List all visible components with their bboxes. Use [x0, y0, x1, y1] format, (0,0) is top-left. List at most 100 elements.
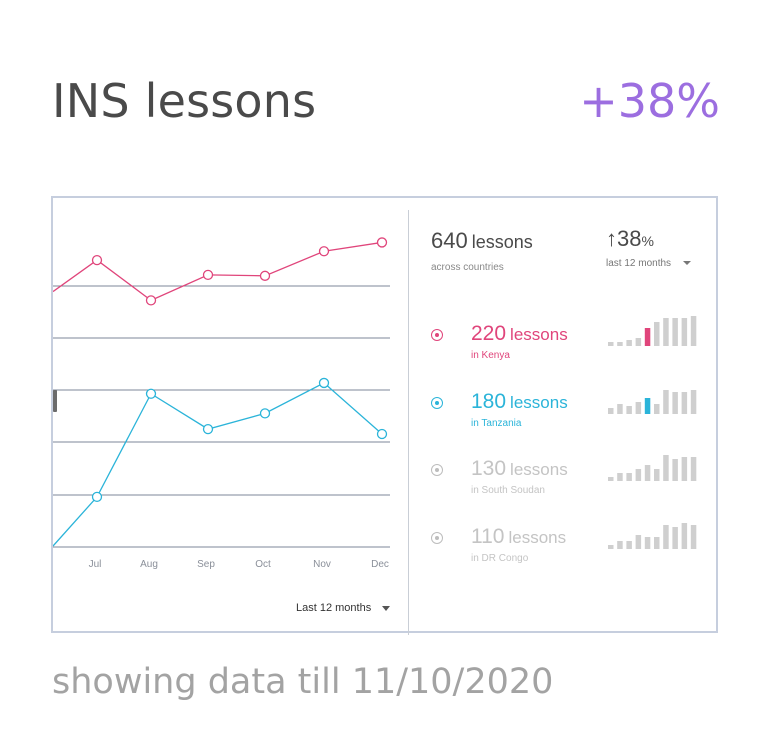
- sparkline-bar: [626, 340, 632, 346]
- radio-icon[interactable]: [431, 532, 443, 544]
- sparkline-bars: [608, 390, 697, 414]
- stats-card: Jul Aug Sep Oct Nov Dec Last 12 months 640 les…: [51, 196, 721, 635]
- sparkline-bar: [672, 318, 678, 346]
- data-point[interactable]: [91, 254, 103, 266]
- country-name: in Tanzania: [471, 418, 522, 429]
- radio-icon[interactable]: [431, 397, 443, 409]
- country-name: in DR Congo: [471, 553, 529, 564]
- sparkline-bars: [608, 316, 697, 346]
- x-tick-label: Oct: [255, 559, 271, 570]
- sparkline-bar: [690, 525, 697, 549]
- country-lessons: 130 lessons: [471, 457, 568, 481]
- sparkline-bar: [654, 469, 660, 481]
- sparkline-bar: [608, 477, 614, 481]
- sparkline-bar: [608, 545, 614, 549]
- footer-note: showing data till 11/10/2020: [52, 662, 554, 702]
- sparkline-bar: [608, 408, 614, 414]
- sparkline-bar: [690, 457, 697, 481]
- x-tick-label: Aug: [140, 559, 158, 570]
- page-title: INS lessons: [52, 74, 317, 128]
- data-point[interactable]: [259, 408, 271, 419]
- sparkline-bar: [690, 390, 697, 414]
- data-point[interactable]: [318, 246, 330, 257]
- country-lessons: 220 lessons: [471, 322, 568, 346]
- sparkline-bar: [635, 469, 642, 481]
- country-lessons-value: 110: [471, 525, 505, 548]
- series-line: [53, 382, 383, 547]
- sparkline-bar: [681, 457, 688, 481]
- data-point[interactable]: [376, 428, 388, 440]
- country-name: in Kenya: [471, 350, 510, 361]
- sparkline-bars: [608, 523, 697, 549]
- sparkline-bar: [617, 473, 623, 481]
- period-label: last 12 months: [606, 258, 672, 269]
- sparkline-bar: [644, 398, 651, 414]
- growth-percent-sign: %: [641, 233, 654, 249]
- country-row[interactable]: 220 lessons in Kenya: [431, 316, 721, 372]
- sparkline-bar: [654, 322, 660, 346]
- data-point[interactable]: [145, 295, 157, 306]
- data-point[interactable]: [202, 269, 214, 280]
- country-lessons-value: 180: [471, 390, 507, 413]
- data-point[interactable]: [318, 377, 330, 389]
- sparkline-bar: [608, 342, 614, 346]
- sparkline-bar: [644, 537, 651, 549]
- country-row[interactable]: 180 lessons in Tanzania: [431, 390, 721, 440]
- sparkline-bar: [635, 402, 642, 414]
- sparkline-bar: [663, 455, 669, 481]
- sparkline-bar: [672, 527, 678, 549]
- sparkline-bar: [635, 535, 642, 549]
- x-tick-label: Nov: [313, 559, 331, 570]
- x-tick-label: Dec: [371, 559, 389, 570]
- growth-value: 38: [617, 226, 642, 251]
- sparkline-bar: [635, 338, 642, 346]
- country-name: in South Soudan: [471, 485, 545, 496]
- sparkline-bar: [644, 465, 651, 481]
- country-lessons-unit: lessons: [508, 528, 567, 547]
- sparkline-bar: [626, 473, 632, 481]
- sparkline-bar: [672, 459, 678, 481]
- sparkline-bar: [663, 525, 669, 549]
- sparkline-bar: [663, 390, 669, 414]
- country-lessons-unit: lessons: [510, 325, 568, 344]
- total-lessons-subtitle: across countries: [431, 262, 504, 273]
- country-row[interactable]: 130 lessons in South Soudan: [431, 455, 721, 507]
- data-point[interactable]: [259, 270, 271, 281]
- sparkline-bar: [681, 318, 688, 346]
- growth-percentage: +38%: [579, 74, 720, 128]
- caret-down-icon: [682, 261, 691, 266]
- sparkline-bar: [617, 541, 623, 549]
- period-select[interactable]: last 12 months: [606, 258, 691, 269]
- sparkline-bar: [654, 537, 660, 549]
- data-point[interactable]: [202, 423, 214, 435]
- total-lessons-unit: lessons: [471, 232, 533, 252]
- country-lessons-value: 220: [471, 322, 507, 345]
- data-point[interactable]: [91, 491, 103, 503]
- sparkline-bars: [608, 455, 697, 481]
- line-chart: Jul Aug Sep Oct Nov Dec: [53, 237, 390, 570]
- sparkline-bar: [617, 342, 623, 346]
- sparkline-bar: [626, 541, 632, 549]
- country-lessons-unit: lessons: [510, 393, 568, 412]
- country-lessons: 180 lessons: [471, 390, 568, 414]
- sparkline-bar: [681, 523, 688, 549]
- caret-down-icon: [382, 605, 391, 611]
- country-lessons: 110 lessons: [471, 525, 566, 549]
- sparkline-bar: [654, 404, 660, 414]
- arrow-up-icon: ↑: [606, 226, 617, 251]
- radio-icon[interactable]: [431, 464, 443, 476]
- sparkline-bar: [672, 392, 678, 414]
- sparkline-bar: [626, 406, 632, 414]
- drag-handle[interactable]: [53, 390, 57, 412]
- country-row[interactable]: 110 lessons in DR Congo: [431, 523, 721, 575]
- total-lessons-value: 640: [431, 228, 468, 253]
- radio-icon[interactable]: [431, 329, 443, 341]
- sparkline-bar: [644, 328, 651, 346]
- sparkline-bar: [617, 404, 623, 414]
- growth-summary: ↑38% last 12 months: [606, 226, 691, 269]
- data-point[interactable]: [145, 388, 157, 399]
- chart-range-select[interactable]: Last 12 months: [296, 602, 391, 614]
- data-point[interactable]: [376, 237, 388, 248]
- sparkline-bar: [663, 318, 669, 346]
- sparkline-bar: [690, 316, 697, 346]
